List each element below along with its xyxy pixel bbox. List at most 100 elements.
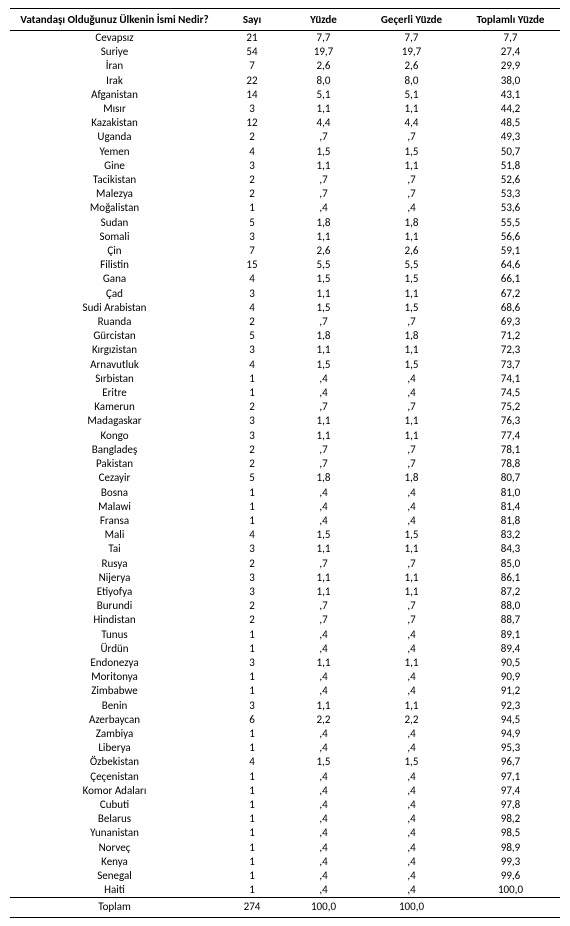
cell-percent: ,4 <box>285 201 362 215</box>
cell-percent: 1,5 <box>285 528 362 542</box>
table-row: Moritonya1,4,490,9 <box>10 670 560 684</box>
cell-count: 3 <box>219 585 285 599</box>
cell-count: 274 <box>219 898 285 917</box>
cell-valid: ,4 <box>362 500 461 514</box>
cell-cum: 78,8 <box>461 457 560 471</box>
table-row: Norveç1,4,498,9 <box>10 841 560 855</box>
cell-valid: ,4 <box>362 784 461 798</box>
cell-country: Mali <box>10 528 219 542</box>
cell-count: 1 <box>219 684 285 698</box>
cell-cum: 89,1 <box>461 628 560 642</box>
cell-count: 3 <box>219 571 285 585</box>
cell-cum: 72,3 <box>461 343 560 357</box>
cell-cum: 97,1 <box>461 770 560 784</box>
cell-percent: ,4 <box>285 486 362 500</box>
cell-valid: ,7 <box>362 400 461 414</box>
cell-percent: ,4 <box>285 798 362 812</box>
cell-cum: 88,7 <box>461 613 560 627</box>
cell-percent: ,4 <box>285 628 362 642</box>
citizenship-table: Vatandaşı Olduğunuz Ülkenin İsmi Nedir? … <box>10 8 560 918</box>
cell-country: Tai <box>10 542 219 556</box>
cell-percent: ,4 <box>285 741 362 755</box>
cell-count: 14 <box>219 88 285 102</box>
cell-valid: ,4 <box>362 684 461 698</box>
cell-country: Pakistan <box>10 457 219 471</box>
cell-count: 1 <box>219 386 285 400</box>
cell-percent: ,7 <box>285 187 362 201</box>
cell-country: Cubuti <box>10 798 219 812</box>
cell-valid: 1,5 <box>362 528 461 542</box>
cell-count: 4 <box>219 301 285 315</box>
cell-cum: 80,7 <box>461 471 560 485</box>
cell-valid: ,4 <box>362 372 461 386</box>
table-row: Malezya2,7,753,3 <box>10 187 560 201</box>
cell-count: 2 <box>219 130 285 144</box>
cell-cum: 81,4 <box>461 500 560 514</box>
cell-country: Cezayir <box>10 471 219 485</box>
cell-country: Kazakistan <box>10 116 219 130</box>
cell-valid: ,4 <box>362 855 461 869</box>
cell-valid: ,7 <box>362 130 461 144</box>
cell-count: 3 <box>219 699 285 713</box>
cell-country: Tacikistan <box>10 173 219 187</box>
cell-country: Yunanistan <box>10 826 219 840</box>
cell-percent: ,4 <box>285 841 362 855</box>
table-row: Moğalistan1,4,453,6 <box>10 201 560 215</box>
table-row: Zimbabwe1,4,491,2 <box>10 684 560 698</box>
table-row: Madagaskar31,11,176,3 <box>10 414 560 428</box>
cell-percent: 1,5 <box>285 272 362 286</box>
table-row: Burundi2,7,788,0 <box>10 599 560 613</box>
cell-valid: 2,2 <box>362 713 461 727</box>
cell-cum: 7,7 <box>461 31 560 46</box>
cell-country: Özbekistan <box>10 755 219 769</box>
cell-country: Çin <box>10 244 219 258</box>
cell-valid: ,4 <box>362 514 461 528</box>
cell-country: Kamerun <box>10 400 219 414</box>
cell-cum: 98,9 <box>461 841 560 855</box>
table-row: Sudi Arabistan41,51,568,6 <box>10 301 560 315</box>
cell-valid: 19,7 <box>362 45 461 59</box>
cell-country: Nijerya <box>10 571 219 585</box>
cell-cum: 88,0 <box>461 599 560 613</box>
cell-cum: 76,3 <box>461 414 560 428</box>
cell-percent: ,4 <box>285 500 362 514</box>
table-row: Kırgızistan31,11,172,3 <box>10 343 560 357</box>
cell-country: Çeçenistan <box>10 770 219 784</box>
table-row: Mısır31,11,144,2 <box>10 102 560 116</box>
table-row: Zambiya1,4,494,9 <box>10 727 560 741</box>
table-row: Özbekistan41,51,596,7 <box>10 755 560 769</box>
cell-cum: 97,8 <box>461 798 560 812</box>
cell-percent: ,4 <box>285 869 362 883</box>
table-row: Sudan51,81,855,5 <box>10 216 560 230</box>
cell-country: Malawi <box>10 500 219 514</box>
cell-cum <box>461 898 560 917</box>
cell-country: Yemen <box>10 145 219 159</box>
cell-country: Zambiya <box>10 727 219 741</box>
cell-percent: 1,5 <box>285 755 362 769</box>
cell-count: 1 <box>219 727 285 741</box>
header-cum-percent: Toplamlı Yüzde <box>461 9 560 31</box>
cell-count: 3 <box>219 542 285 556</box>
cell-count: 2 <box>219 557 285 571</box>
cell-country: Ürdün <box>10 642 219 656</box>
cell-count: 3 <box>219 429 285 443</box>
cell-count: 2 <box>219 613 285 627</box>
cell-cum: 29,9 <box>461 59 560 73</box>
header-row: Vatandaşı Olduğunuz Ülkenin İsmi Nedir? … <box>10 9 560 31</box>
cell-country: Arnavutluk <box>10 358 219 372</box>
cell-country: Sudan <box>10 216 219 230</box>
table-row: Cubuti1,4,497,8 <box>10 798 560 812</box>
table-row: Senegal1,4,499,6 <box>10 869 560 883</box>
cell-cum: 87,2 <box>461 585 560 599</box>
cell-count: 1 <box>219 642 285 656</box>
cell-count: 1 <box>219 500 285 514</box>
cell-valid: 2,6 <box>362 59 461 73</box>
cell-percent: 1,1 <box>285 699 362 713</box>
cell-country: Kenya <box>10 855 219 869</box>
cell-count: 2 <box>219 400 285 414</box>
cell-cum: 98,2 <box>461 812 560 826</box>
cell-cum: 51,8 <box>461 159 560 173</box>
cell-country: Afganistan <box>10 88 219 102</box>
cell-percent: 1,8 <box>285 471 362 485</box>
cell-count: 1 <box>219 883 285 898</box>
